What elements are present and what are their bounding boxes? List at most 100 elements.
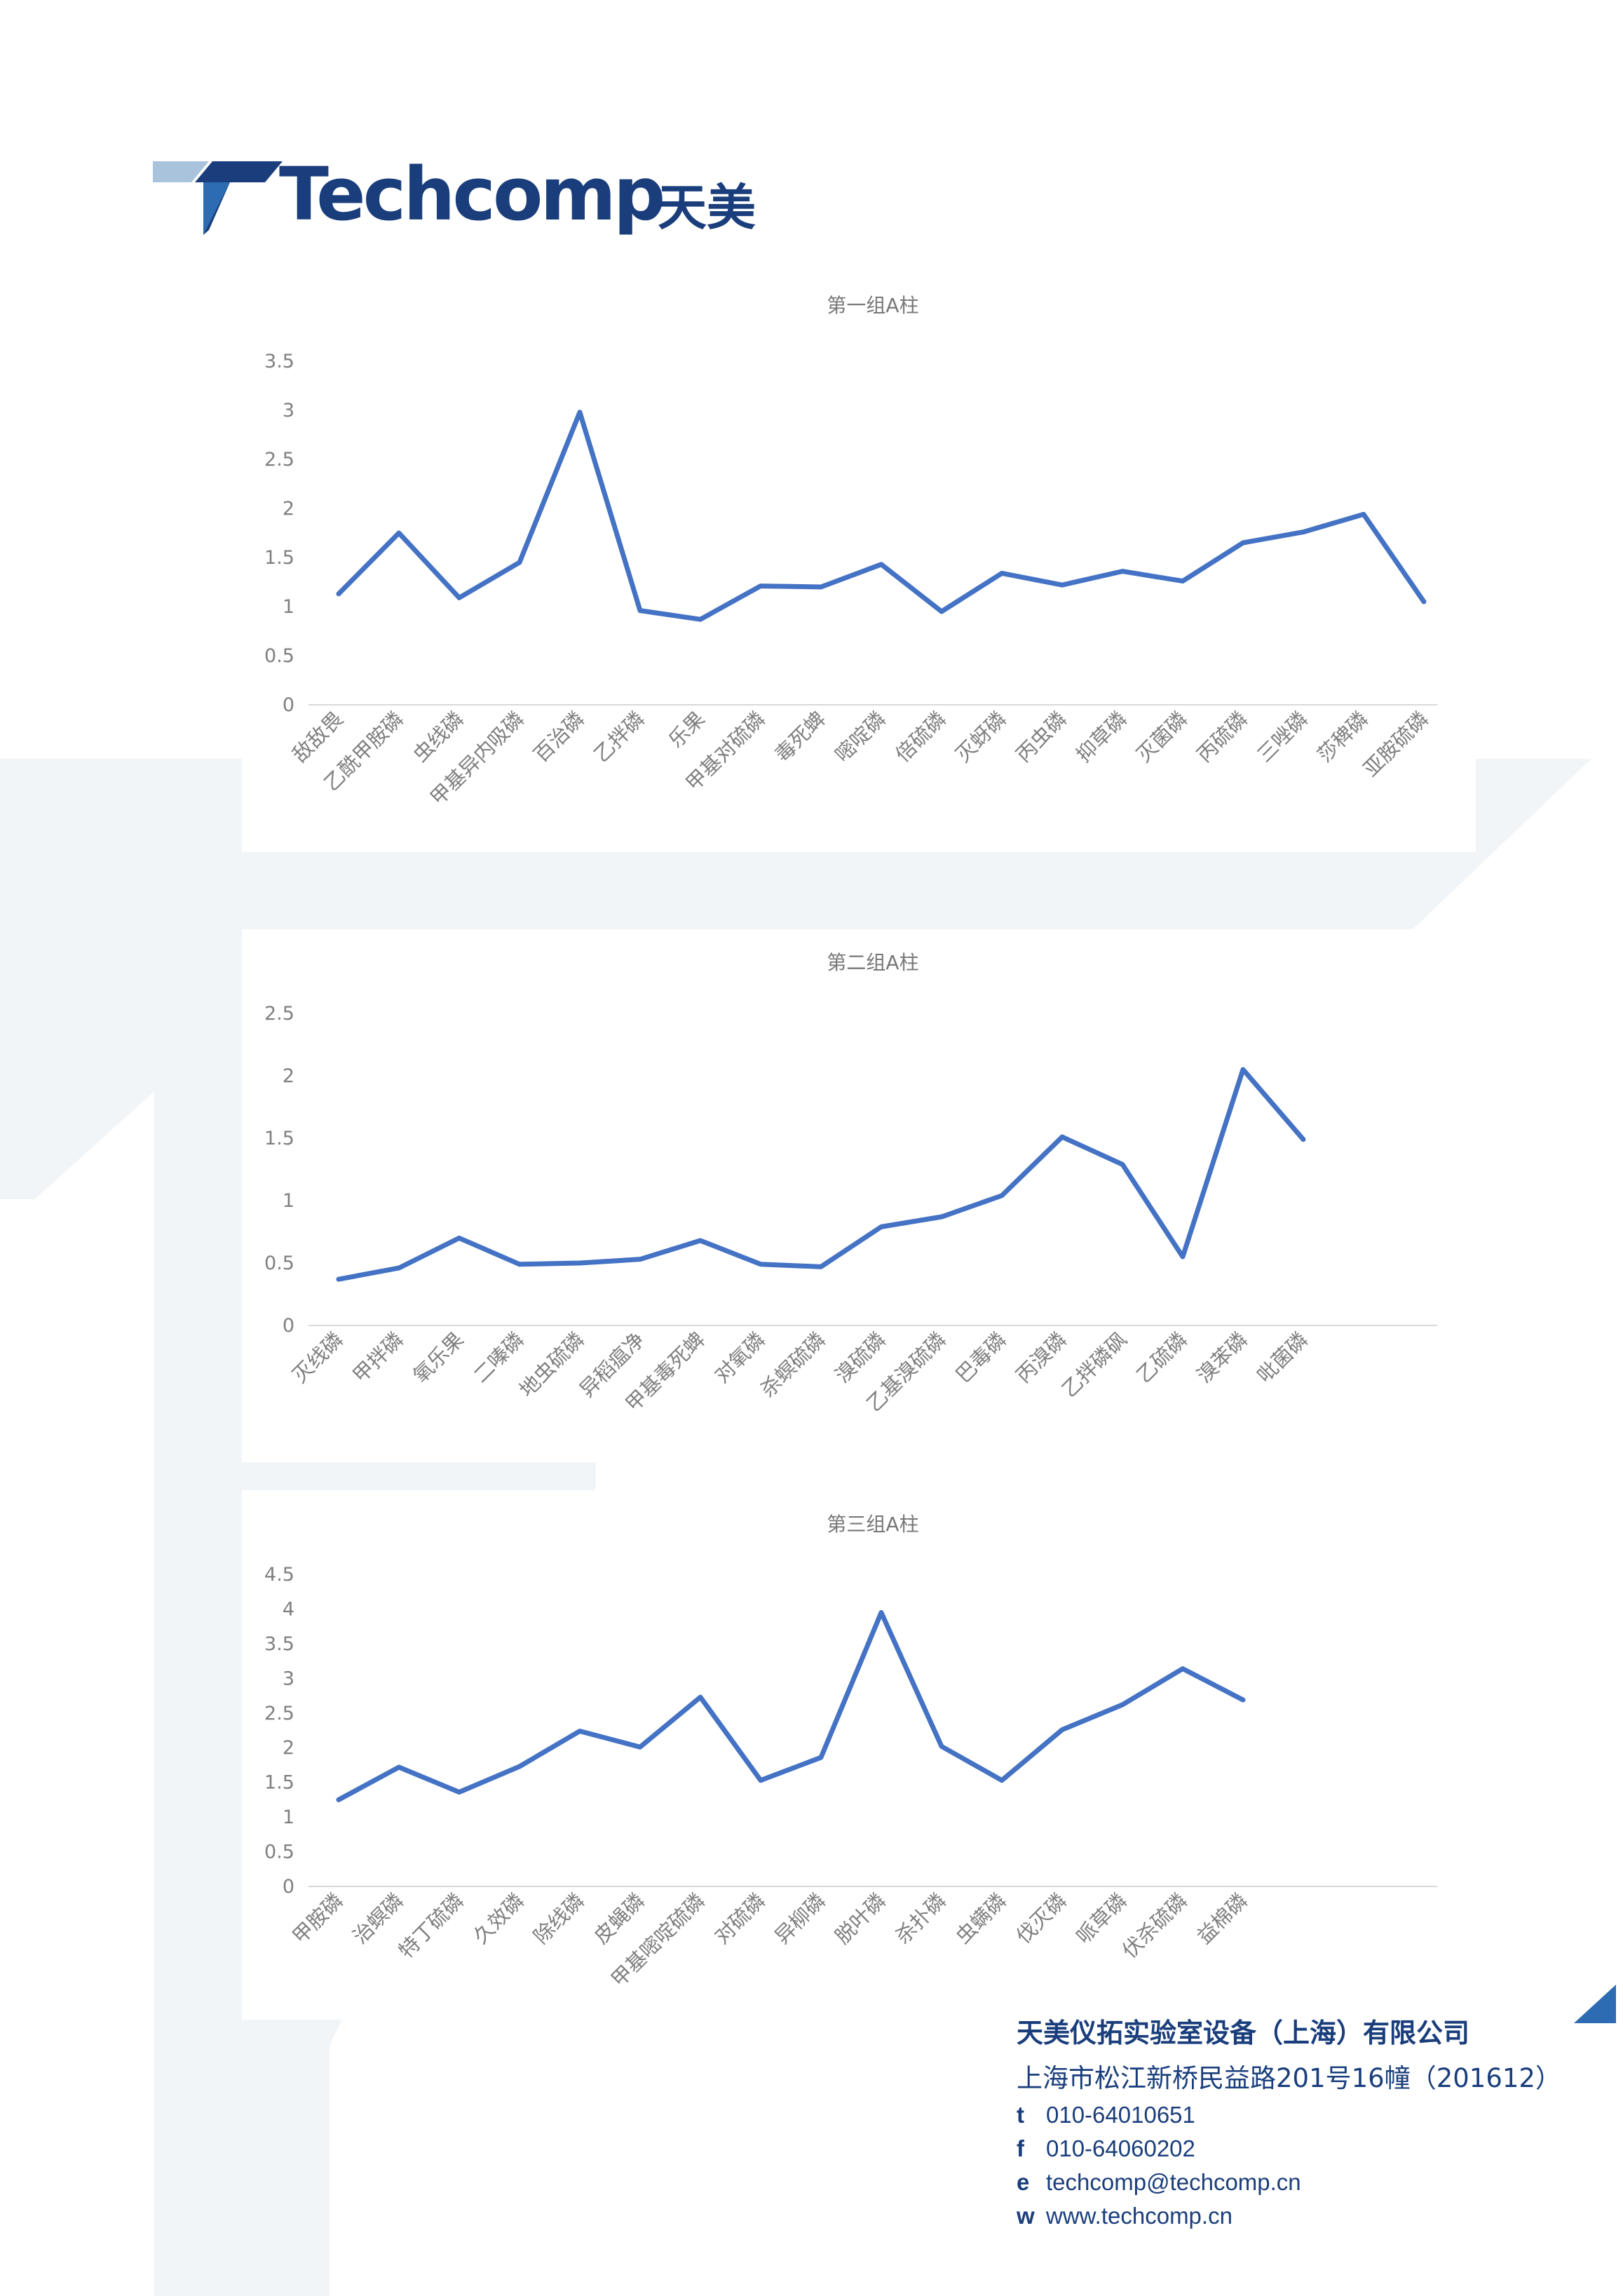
y-tick-label: 3 — [283, 400, 294, 421]
data-point — [337, 1277, 341, 1282]
contact-phone: t 010-64010651 — [1017, 2102, 1605, 2128]
data-point — [1181, 1255, 1185, 1260]
data-point — [638, 608, 642, 613]
x-tick-label: 乙拌磷砜 — [1057, 1328, 1132, 1402]
y-tick-label: 2.5 — [264, 449, 294, 471]
data-point — [397, 1764, 401, 1769]
chart-title: 第一组A柱 — [827, 294, 918, 317]
logo-text: Techcomp — [279, 151, 665, 237]
footer-contact: 天美仪拓实验室设备（上海）有限公司 上海市松江新桥民益路201号16幢（2016… — [1017, 2011, 1605, 2229]
x-tick-label: 哌草磷 — [1071, 1889, 1132, 1949]
data-point — [759, 1262, 763, 1267]
x-tick-label: 乙硫磷 — [1132, 1328, 1192, 1388]
x-tick-label: 丙虫磷 — [1011, 707, 1071, 767]
x-tick-label: 丙溴磷 — [1011, 1328, 1071, 1388]
y-tick-label: 1.5 — [264, 1772, 294, 1794]
x-tick-label: 伐灭磷 — [1011, 1889, 1071, 1949]
data-point — [698, 1238, 702, 1243]
contact-fax: f 010-64060202 — [1017, 2135, 1605, 2162]
data-point — [1361, 512, 1366, 517]
y-tick-label: 4.5 — [264, 1564, 294, 1586]
y-tick-label: 0 — [283, 694, 294, 716]
x-tick-label: 灭菌磷 — [1132, 707, 1192, 767]
contact-label: w — [1017, 2203, 1035, 2229]
contact-email-link[interactable]: techcomp@techcomp.cn — [1046, 2169, 1301, 2195]
x-tick-label: 抑草磷 — [1071, 707, 1132, 767]
data-point — [1241, 1067, 1245, 1072]
data-point — [397, 531, 401, 535]
x-tick-label: 特丁硫磷 — [394, 1889, 468, 1963]
y-tick-label: 2.5 — [264, 1703, 294, 1724]
y-tick-label: 0 — [283, 1315, 294, 1337]
y-tick-label: 0 — [283, 1876, 294, 1898]
x-tick-label: 百治磷 — [529, 707, 589, 767]
y-tick-label: 2 — [283, 1065, 294, 1087]
y-tick-label: 2 — [283, 498, 294, 520]
data-point — [578, 410, 582, 414]
data-point — [879, 562, 883, 567]
data-point — [1241, 1697, 1245, 1702]
x-tick-label: 伏杀硫磷 — [1118, 1889, 1192, 1963]
x-tick-label: 皮蝇磷 — [589, 1889, 649, 1949]
data-point — [578, 1729, 582, 1734]
corner-triangle-icon — [1574, 1985, 1616, 2023]
data-point — [819, 585, 823, 589]
company-name: 天美仪拓实验室设备（上海）有限公司 — [1017, 2018, 1470, 2048]
chart-panel-3: 第三组A柱 0 0.5 1 1.5 2 2.5 3 3.5 4 4.5 甲胺磷 治螟磷 特丁硫磷 久效磷 除线… — [242, 1490, 1476, 2020]
data-point — [698, 617, 702, 622]
chart-panel-2: 第二组A柱 0 0.5 1 1.5 2 2.5 灭线磷 甲拌磷 氧乐果 二嗪磷 地虫硫磷 异稻瘟净 甲基毒… — [242, 929, 1476, 1462]
x-tick-label: 甲胺磷 — [287, 1889, 348, 1949]
x-tick-label: 脱叶磷 — [830, 1889, 890, 1949]
x-tick-label: 对硫磷 — [709, 1889, 770, 1949]
data-point — [517, 1262, 522, 1267]
x-tick-label: 溴苯磷 — [1192, 1328, 1252, 1388]
y-tick-label: 1 — [283, 596, 294, 618]
data-point — [638, 1257, 642, 1262]
x-tick-label: 乐果 — [664, 707, 709, 752]
x-tick-label: 除线磷 — [529, 1889, 589, 1949]
data-point — [879, 1610, 883, 1615]
logo-chinese-text: 天美 — [658, 179, 756, 236]
x-tick-label: 益棉磷 — [1192, 1889, 1252, 1949]
contact-email: e techcomp@techcomp.cn — [1017, 2169, 1605, 2196]
x-tick-label: 二嗪磷 — [468, 1328, 529, 1388]
y-tick-label: 4 — [283, 1598, 294, 1620]
data-point — [1000, 1193, 1004, 1198]
y-tick-label: 3 — [283, 1668, 294, 1689]
data-point — [397, 1266, 401, 1271]
x-tick-label: 异柳磷 — [770, 1889, 830, 1949]
y-tick-label: 2 — [283, 1737, 294, 1759]
x-tick-label: 对氧磷 — [709, 1328, 770, 1388]
x-tick-label: 氧乐果 — [408, 1328, 468, 1388]
data-point — [1422, 600, 1426, 604]
x-tick-label: 丙硫磷 — [1192, 707, 1252, 767]
y-tick-label: 3.5 — [264, 1633, 294, 1655]
data-point — [939, 1215, 944, 1220]
x-tick-label: 杀扑磷 — [890, 1889, 951, 1949]
series-line — [336, 1609, 1246, 1802]
y-tick-label: 0.5 — [264, 1252, 294, 1274]
y-tick-label: 2.5 — [264, 1003, 294, 1025]
y-tick-label: 3.5 — [264, 351, 294, 372]
data-point — [1060, 583, 1064, 588]
series-line — [336, 410, 1427, 622]
y-tick-label: 1.5 — [264, 547, 294, 569]
data-point — [337, 1797, 341, 1802]
x-tick-label: 虫螨磷 — [951, 1889, 1011, 1949]
contact-value: 010-64010651 — [1046, 2102, 1195, 2128]
data-point — [759, 583, 763, 588]
y-tick-label: 0.5 — [264, 1842, 294, 1863]
chart-title: 第三组A柱 — [827, 1513, 918, 1536]
data-point — [457, 1790, 461, 1795]
logo-mark-icon — [153, 161, 283, 235]
x-tick-label: 毒死蜱 — [770, 707, 830, 767]
contact-website-link[interactable]: www.techcomp.cn — [1046, 2203, 1232, 2229]
data-point — [1120, 1162, 1125, 1167]
data-point — [337, 591, 341, 596]
y-tick-label: 1 — [283, 1807, 294, 1828]
data-point — [638, 1745, 642, 1750]
x-tick-label: 敌敌畏 — [287, 707, 348, 767]
company-address: 上海市松江新桥民益路201号16幢（201612） — [1017, 2063, 1561, 2093]
